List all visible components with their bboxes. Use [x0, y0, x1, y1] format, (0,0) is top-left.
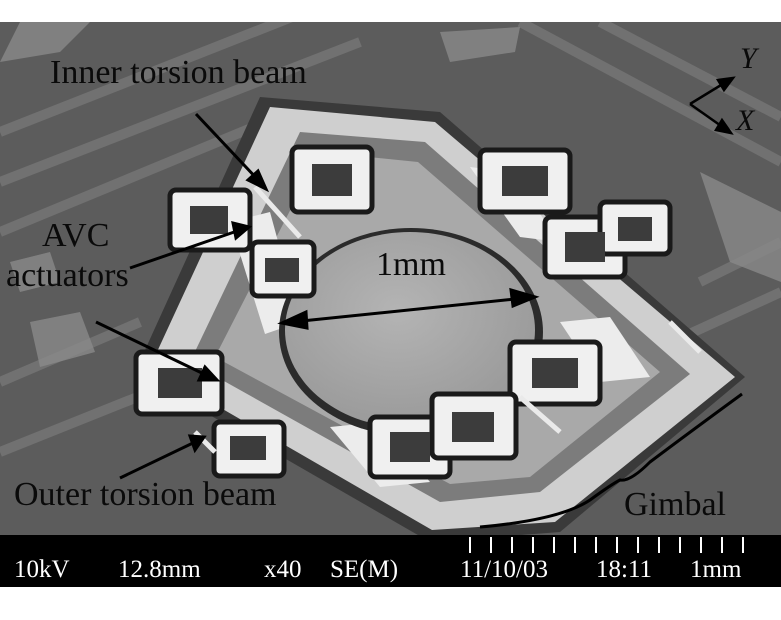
scale-ruler — [469, 537, 744, 553]
sem-micrograph: Inner torsion beam AVC actuators 1mm Out… — [0, 22, 781, 535]
label-diameter: 1mm — [376, 246, 446, 283]
label-gimbal: Gimbal — [624, 486, 726, 523]
label-outer-torsion-beam: Outer torsion beam — [14, 476, 277, 513]
axis-triad — [689, 76, 736, 135]
databar-scale: 1mm — [690, 556, 742, 583]
gimbal-brace — [479, 392, 743, 529]
actuator-pads — [133, 144, 673, 480]
databar-working-distance: 12.8mm — [118, 556, 201, 583]
databar-voltage: 10kV — [14, 556, 70, 583]
label-avc-line1: AVC — [42, 217, 110, 254]
databar-date: 11/10/03 — [460, 556, 548, 583]
label-inner-torsion-beam: Inner torsion beam — [50, 54, 307, 91]
pointer-arrows — [95, 112, 270, 480]
databar-time: 18:11 — [596, 556, 653, 583]
databar-magnification: x40 — [264, 556, 302, 583]
diameter-arrow — [277, 287, 540, 330]
label-avc-line2: actuators — [6, 257, 129, 294]
databar-detector: SE(M) — [330, 556, 399, 583]
sem-databar: 10kV 12.8mm x40 SE(M) 11/10/03 18:11 1mm — [0, 535, 781, 587]
mems-mirror-drawing — [0, 22, 781, 535]
label-axis-y: Y — [740, 42, 757, 75]
label-axis-x: X — [736, 104, 755, 137]
